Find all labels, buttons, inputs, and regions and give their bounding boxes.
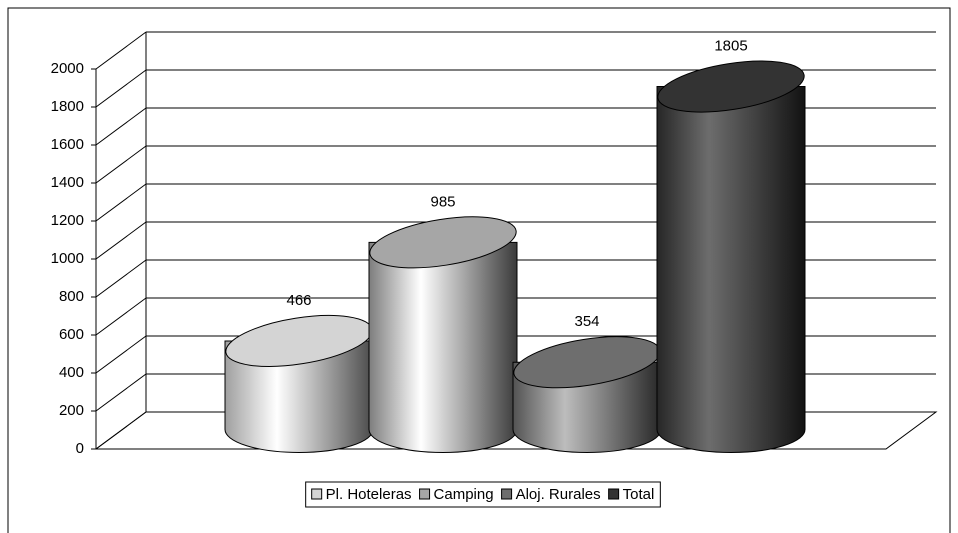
grid-line xyxy=(95,145,147,184)
y-tick-label: 1600 xyxy=(51,136,84,153)
legend-label: Total xyxy=(623,486,655,503)
y-tick-label: 600 xyxy=(59,326,84,343)
grid-line xyxy=(95,373,147,412)
y-tick-label: 400 xyxy=(59,364,84,381)
cylinder-body xyxy=(224,340,374,453)
y-tick-label: 1400 xyxy=(51,174,84,191)
legend-label: Pl. Hoteleras xyxy=(326,486,412,503)
y-tick-label: 2000 xyxy=(51,60,84,77)
cylinder-top xyxy=(369,216,517,269)
grid-line xyxy=(95,107,147,146)
y-tick-label: 800 xyxy=(59,288,84,305)
y-tick-label: 1800 xyxy=(51,98,84,115)
legend-swatch xyxy=(608,488,620,500)
value-label: 466 xyxy=(286,292,311,309)
value-label: 354 xyxy=(574,313,599,330)
legend-swatch xyxy=(501,488,513,500)
value-label: 985 xyxy=(430,193,455,210)
cylinder-top xyxy=(657,60,805,113)
grid-line xyxy=(95,297,147,336)
cylinder-body xyxy=(368,241,518,453)
legend-swatch xyxy=(419,488,431,500)
grid-line xyxy=(95,411,147,450)
grid-line xyxy=(95,69,147,108)
legend: Pl. Hoteleras Camping Aloj. Rurales Total xyxy=(305,481,661,508)
legend-label: Aloj. Rurales xyxy=(516,486,601,503)
y-tick-label: 1000 xyxy=(51,250,84,267)
cylinder-body xyxy=(656,86,806,453)
legend-swatch xyxy=(311,488,323,500)
grid-line xyxy=(95,31,147,70)
y-tick-label: 1200 xyxy=(51,212,84,229)
y-tick-label: 0 xyxy=(76,440,84,457)
grid-line xyxy=(95,221,147,260)
y-tick-label: 200 xyxy=(59,402,84,419)
legend-box xyxy=(305,481,661,508)
legend-label: Camping xyxy=(434,486,494,503)
grid-line xyxy=(95,183,147,222)
grid-line xyxy=(95,335,147,374)
value-label: 1805 xyxy=(714,38,747,55)
grid-line xyxy=(95,259,147,298)
